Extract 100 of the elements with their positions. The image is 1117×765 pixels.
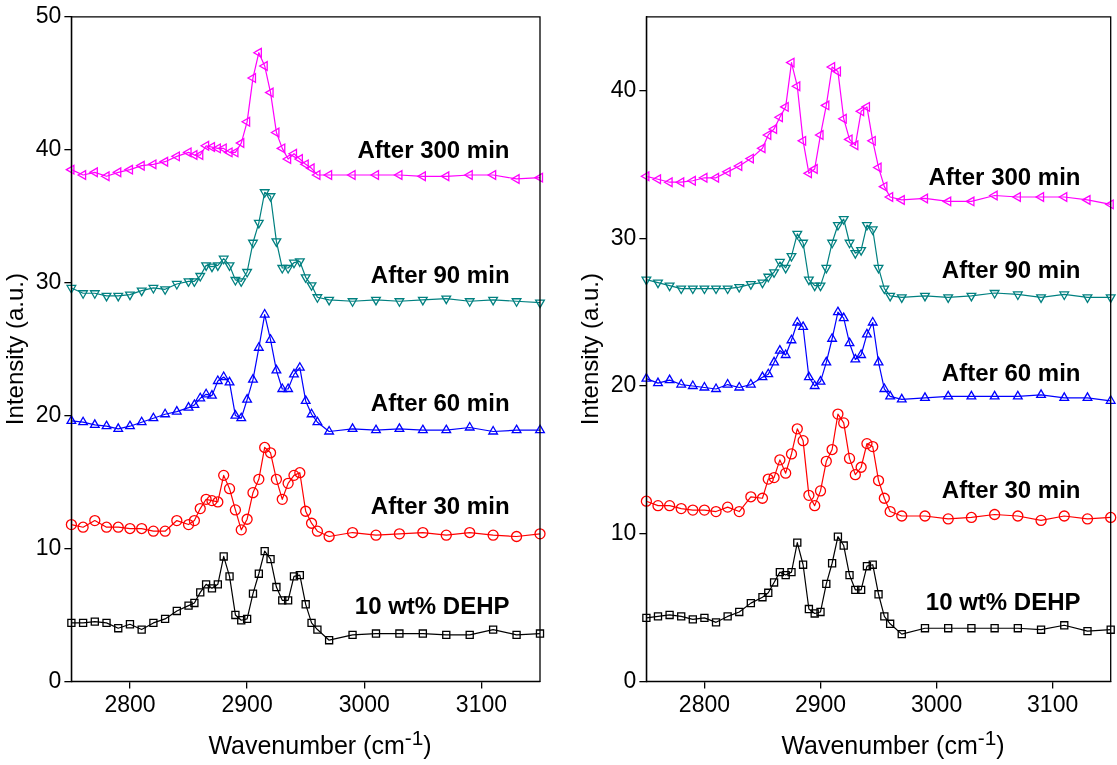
point xyxy=(768,124,778,135)
point xyxy=(820,455,832,467)
point xyxy=(814,485,827,497)
point xyxy=(826,443,838,456)
point xyxy=(652,500,664,512)
point xyxy=(189,399,200,409)
point xyxy=(147,159,157,170)
point xyxy=(792,230,803,240)
point xyxy=(711,285,722,295)
point xyxy=(653,279,663,289)
point xyxy=(787,567,796,577)
point xyxy=(259,189,270,198)
point xyxy=(872,474,885,487)
point xyxy=(867,226,878,236)
point xyxy=(347,298,358,307)
point xyxy=(464,298,475,307)
point xyxy=(1083,627,1092,636)
point xyxy=(534,528,546,540)
point xyxy=(160,286,171,295)
point xyxy=(417,296,428,306)
point xyxy=(815,282,826,292)
point xyxy=(200,493,212,505)
point xyxy=(873,356,884,366)
point xyxy=(943,294,954,304)
point xyxy=(182,147,192,158)
point xyxy=(171,280,182,290)
series-label: After 60 min xyxy=(370,388,510,416)
point xyxy=(171,514,183,527)
point xyxy=(1035,192,1045,202)
point xyxy=(640,495,653,507)
point xyxy=(370,529,382,541)
point xyxy=(313,625,322,634)
point xyxy=(300,274,311,283)
point xyxy=(1105,199,1114,210)
point xyxy=(757,279,768,289)
point xyxy=(512,630,521,640)
point xyxy=(288,469,300,482)
point xyxy=(878,492,890,504)
y-tick-label: 50 xyxy=(35,2,62,29)
point xyxy=(867,135,876,146)
point xyxy=(826,62,836,72)
series-label: After 30 min xyxy=(941,476,1081,504)
point xyxy=(1082,294,1093,304)
point xyxy=(148,412,159,422)
point xyxy=(78,618,88,628)
point xyxy=(780,349,791,359)
point xyxy=(792,316,803,326)
point xyxy=(282,477,294,489)
point xyxy=(867,316,878,326)
point xyxy=(944,624,953,633)
point xyxy=(289,259,299,269)
point xyxy=(511,424,522,434)
point xyxy=(213,580,223,589)
point xyxy=(188,514,201,527)
point xyxy=(919,510,931,522)
point xyxy=(849,468,861,481)
point xyxy=(184,601,193,610)
point xyxy=(294,258,305,268)
point xyxy=(663,177,673,188)
point xyxy=(733,160,743,171)
point xyxy=(640,171,650,182)
point xyxy=(822,579,831,589)
point xyxy=(880,612,889,621)
point xyxy=(820,100,830,111)
point xyxy=(675,502,687,515)
point xyxy=(803,276,814,286)
point xyxy=(300,159,309,170)
x-tick-label: 3100 xyxy=(455,690,508,717)
point xyxy=(867,440,879,453)
point xyxy=(271,364,282,374)
series-label: After 30 min xyxy=(370,492,510,520)
point xyxy=(487,170,497,180)
point xyxy=(1060,621,1069,630)
point xyxy=(371,424,381,434)
point xyxy=(212,143,221,154)
point xyxy=(253,342,264,351)
point xyxy=(160,614,170,624)
point xyxy=(196,588,205,597)
point xyxy=(282,154,292,164)
point xyxy=(235,138,245,149)
point xyxy=(188,150,198,161)
point xyxy=(780,264,791,274)
point xyxy=(171,405,182,415)
point xyxy=(149,618,158,628)
point xyxy=(879,285,890,295)
point xyxy=(966,292,977,302)
point xyxy=(942,513,954,525)
point xyxy=(371,296,381,306)
point xyxy=(786,252,797,262)
point xyxy=(774,454,786,466)
point xyxy=(307,618,316,628)
point xyxy=(441,424,452,434)
point xyxy=(821,264,832,274)
point xyxy=(769,356,780,366)
point xyxy=(535,424,545,434)
point xyxy=(137,625,146,634)
point xyxy=(311,525,324,537)
point xyxy=(201,388,212,398)
point xyxy=(78,416,89,426)
x-tick-label: 2800 xyxy=(104,690,156,717)
